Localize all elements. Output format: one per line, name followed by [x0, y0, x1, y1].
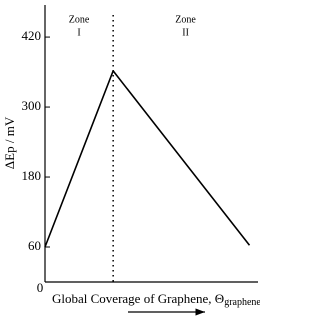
- zone-numeral: I: [77, 27, 80, 38]
- zone-numeral: II: [182, 27, 189, 38]
- y-tick-label: 420: [22, 28, 42, 43]
- y-tick-label: 300: [22, 98, 42, 113]
- chart: ΔEp / mV Global Coverage of Graphene, Θg…: [2, 5, 260, 316]
- y-tick-label: 180: [22, 168, 42, 183]
- x-label-subscript: graphene: [224, 297, 260, 308]
- zone-label: Zone: [69, 14, 90, 25]
- y-tick-label: 60: [28, 238, 41, 253]
- data-line: [44, 70, 251, 248]
- zone-label: Zone: [175, 14, 196, 25]
- x-axis-label: Global Coverage of Graphene, Θgraphene: [52, 291, 260, 308]
- x-tick-label: 0: [37, 280, 44, 295]
- y-axis-label: ΔEp / mV: [2, 116, 17, 169]
- x-label-main: Global Coverage of Graphene, Θ: [52, 291, 224, 306]
